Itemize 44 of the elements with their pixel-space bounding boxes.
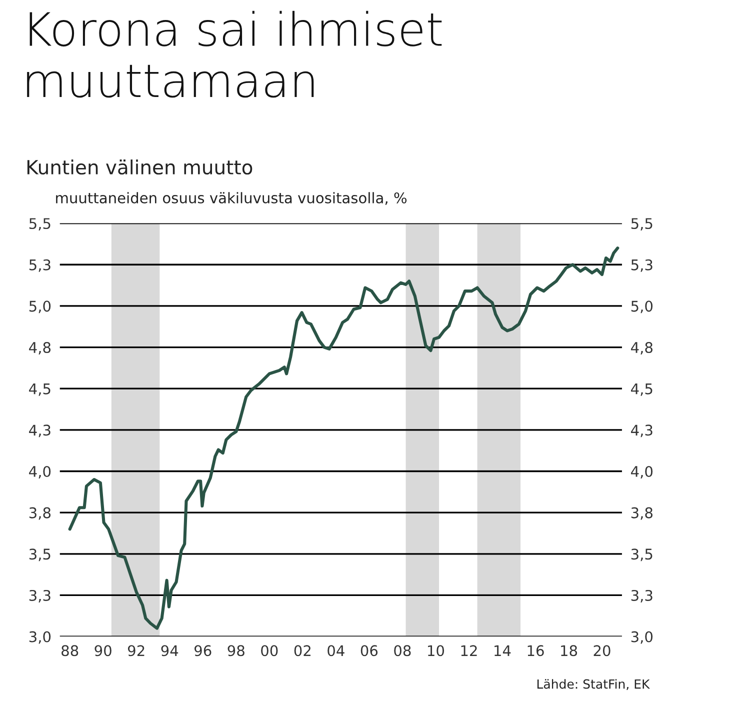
y2-tick-label: 4,8	[631, 342, 652, 355]
y-tick-label: 3,0	[29, 631, 51, 644]
chart-title: Korona sai ihmiset muuttamaan	[27, 10, 442, 98]
y-tick-label: 4,8	[29, 342, 51, 355]
y-tick-label: 5,0	[29, 300, 51, 314]
y2-tick-label: 4,3	[631, 424, 652, 438]
x-tick-label: 18	[561, 645, 578, 656]
y-tick-label: 5,3	[29, 259, 50, 272]
y-tick-label: 3,8	[29, 507, 51, 520]
x-tick-label: 88	[62, 645, 78, 656]
x-tick-label: 96	[194, 645, 212, 656]
x-tick-label: 90	[94, 645, 112, 656]
y-tick-label: 4,3	[29, 424, 50, 438]
y-tick-label: 5,5	[29, 218, 50, 231]
x-tick-label: 08	[394, 645, 411, 656]
y2-tick-label: 5,5	[631, 218, 652, 231]
y2-tick-label: 3,8	[631, 507, 652, 520]
line-series	[68, 246, 620, 630]
x-tick-label: 10	[428, 645, 444, 656]
x-tick-label: 20	[594, 645, 610, 656]
y2-tick-label: 3,3	[631, 590, 652, 602]
x-tick-label: 04	[328, 645, 344, 656]
x-tick-label: 00	[261, 645, 278, 656]
y-axis-title: muuttaneiden osuus väkiluvusta vuositasolla, %	[56, 192, 407, 205]
x-tick-label: 02	[294, 645, 310, 656]
x-tick-label: 16	[528, 645, 544, 656]
x-tick-label: 12	[461, 645, 477, 656]
x-tick-label: 92	[128, 645, 144, 656]
y2-tick-label: 3,5	[631, 548, 652, 562]
x-tick-label: 06	[360, 645, 378, 656]
x-tick-label: 98	[228, 645, 244, 656]
y2-tick-label: 3,0	[631, 631, 653, 644]
y-tick-label: 3,3	[29, 590, 50, 602]
x-tick-label: 14	[494, 645, 511, 656]
y-tick-label: 4,0	[29, 466, 51, 478]
y-tick-label: 4,5	[29, 384, 50, 396]
y2-tick-label: 5,0	[631, 300, 653, 314]
text: Lähde: StatFin, EK	[537, 679, 650, 690]
x-tick-label: 94	[161, 645, 178, 656]
y2-tick-label: 4,0	[631, 466, 653, 478]
y2-tick-label: 5,3	[631, 259, 652, 272]
y2-tick-label: 4,5	[631, 384, 652, 396]
chart-subtitle: Kuntien välinen muutto	[27, 160, 252, 175]
y-tick-label: 3,5	[29, 548, 50, 562]
